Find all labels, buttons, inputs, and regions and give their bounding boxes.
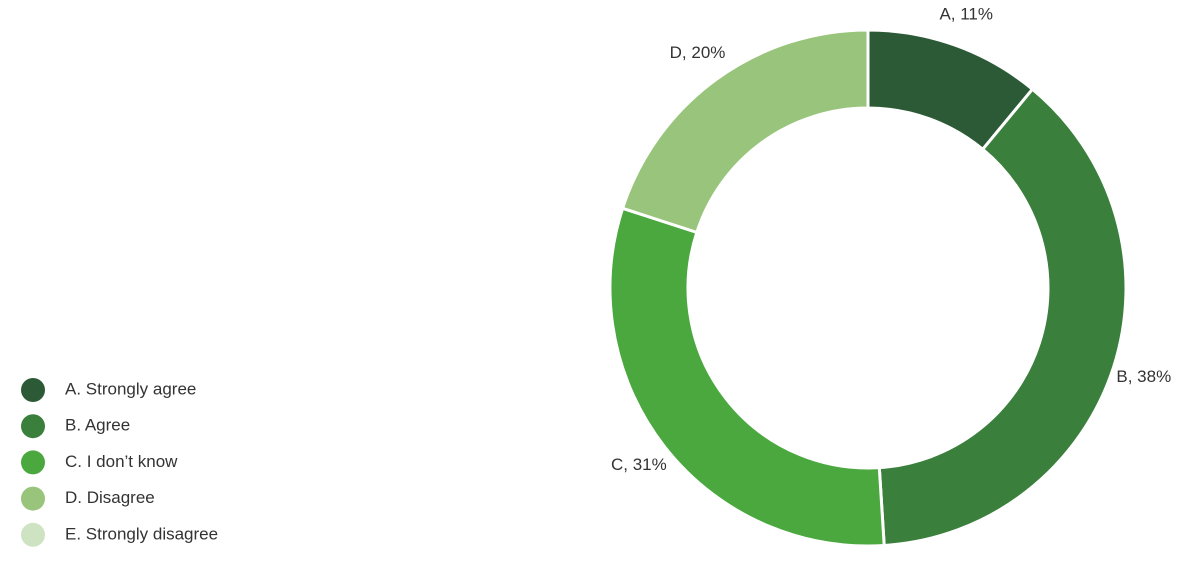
legend-label: E. Strongly disagree (65, 524, 218, 543)
legend-swatch (21, 450, 45, 475)
legend-label: A. Strongly agree (65, 379, 196, 398)
slice-label: D, 20% (670, 43, 726, 62)
donut-slice (608, 206, 886, 548)
legend-swatch (21, 486, 45, 511)
slice-label: A, 11% (939, 5, 993, 24)
legend-swatch (21, 414, 45, 439)
legend-label: D. Disagree (65, 488, 155, 507)
donut-slice (620, 28, 870, 235)
legend-swatch (21, 378, 45, 402)
donut-slice (877, 87, 1128, 548)
slice-label: C, 31% (611, 455, 667, 474)
legend-label: C. I don’t know (65, 452, 178, 471)
legend-swatch (21, 522, 45, 547)
slice-label: B, 38% (1116, 367, 1171, 386)
legend-label: B. Agree (65, 416, 130, 435)
